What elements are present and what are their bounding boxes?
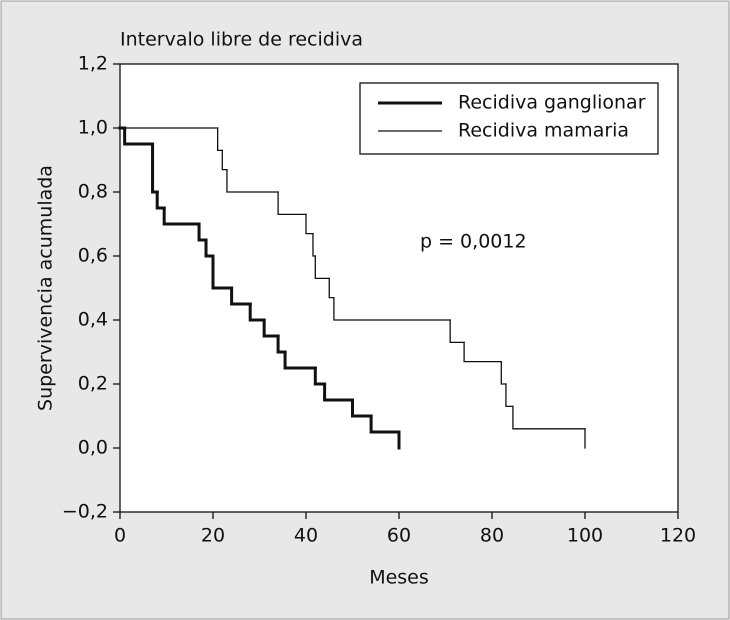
survival-step — [449, 319, 465, 344]
x-tick-label: 120 — [660, 525, 696, 547]
survival-step — [248, 302, 266, 322]
survival-step — [314, 255, 330, 280]
legend-label: Recidiva ganglionar — [458, 92, 646, 114]
survival-step — [328, 277, 335, 299]
survival-step — [312, 232, 316, 257]
y-tick-label: 0,6 — [78, 245, 108, 267]
survival-step — [230, 286, 252, 306]
survival-step — [151, 142, 159, 194]
chart-title: Intervalo libre de recidiva — [120, 29, 363, 51]
x-tick-label: 0 — [114, 525, 126, 547]
survival-step — [211, 254, 234, 290]
survival-step — [197, 222, 208, 242]
x-axis-label: Meses — [369, 567, 429, 589]
survival-step — [226, 168, 279, 193]
survival-step — [505, 383, 514, 408]
y-tick-label: 1,2 — [78, 53, 108, 75]
survival-step — [123, 126, 155, 146]
survival-step — [162, 206, 201, 226]
survival-step — [217, 127, 223, 152]
survival-step — [333, 296, 451, 321]
x-tick-label: 100 — [567, 525, 603, 547]
y-tick-label: 0,4 — [78, 309, 108, 331]
survival-step — [305, 213, 314, 235]
survival-step — [500, 360, 507, 385]
y-tick-label: 0,8 — [78, 181, 108, 203]
x-tick-label: 80 — [480, 525, 504, 547]
survival-step — [463, 341, 502, 363]
survival-step — [155, 190, 166, 210]
y-tick-label: 1,0 — [78, 117, 108, 139]
survival-step — [277, 191, 307, 216]
x-tick-label: 20 — [201, 525, 225, 547]
survival-step — [262, 318, 280, 338]
y-tick-label: 0,0 — [78, 437, 108, 459]
y-axis-label: Supervivencia acumulada — [35, 165, 57, 411]
survival-step — [351, 398, 373, 418]
legend-box — [359, 82, 659, 155]
survival-step — [221, 149, 228, 171]
y-tick-label: −0,2 — [62, 501, 108, 523]
survival-step — [512, 405, 586, 430]
legend-label: Recidiva mamaria — [458, 120, 629, 142]
survival-step — [369, 414, 401, 434]
survival-step — [283, 350, 317, 370]
annotation: p = 0,0012 — [420, 231, 527, 253]
y-tick-label: 0,2 — [78, 373, 108, 395]
survival-step — [323, 382, 354, 402]
survival-step — [204, 238, 215, 258]
x-tick-label: 40 — [294, 525, 318, 547]
survival-step — [313, 366, 327, 386]
x-tick-label: 60 — [387, 525, 411, 547]
survival-step — [276, 334, 287, 354]
